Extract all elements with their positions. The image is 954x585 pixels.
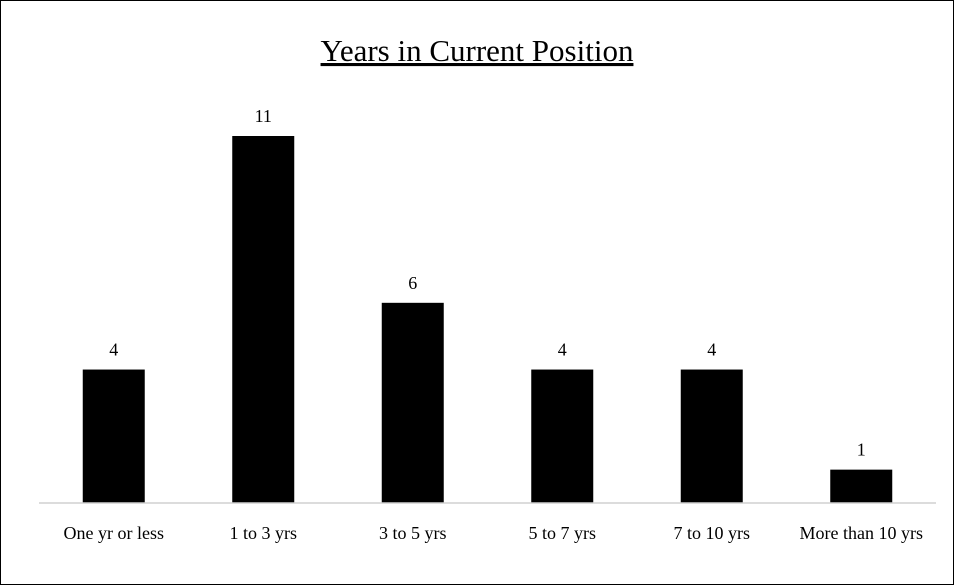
bar	[82, 369, 145, 503]
bar	[680, 369, 743, 503]
data-label: 6	[408, 273, 417, 293]
data-label: 4	[558, 340, 567, 360]
x-tick-label: 7 to 10 yrs	[673, 523, 751, 543]
bar	[531, 369, 594, 503]
x-tick-label: 3 to 5 yrs	[379, 523, 447, 543]
bar	[232, 136, 295, 503]
x-tick-label: More than 10 yrs	[799, 523, 923, 543]
x-tick-label: 5 to 7 yrs	[528, 523, 597, 543]
bar	[381, 302, 444, 503]
data-label: 11	[255, 106, 272, 126]
bar	[830, 469, 893, 503]
chart-title: Years in Current Position	[321, 33, 634, 68]
x-tick-label: One yr or less	[63, 523, 164, 543]
data-label: 1	[857, 440, 866, 460]
x-tick-label: 1 to 3 yrs	[229, 523, 298, 543]
data-label: 4	[707, 340, 716, 360]
data-label: 4	[109, 340, 118, 360]
